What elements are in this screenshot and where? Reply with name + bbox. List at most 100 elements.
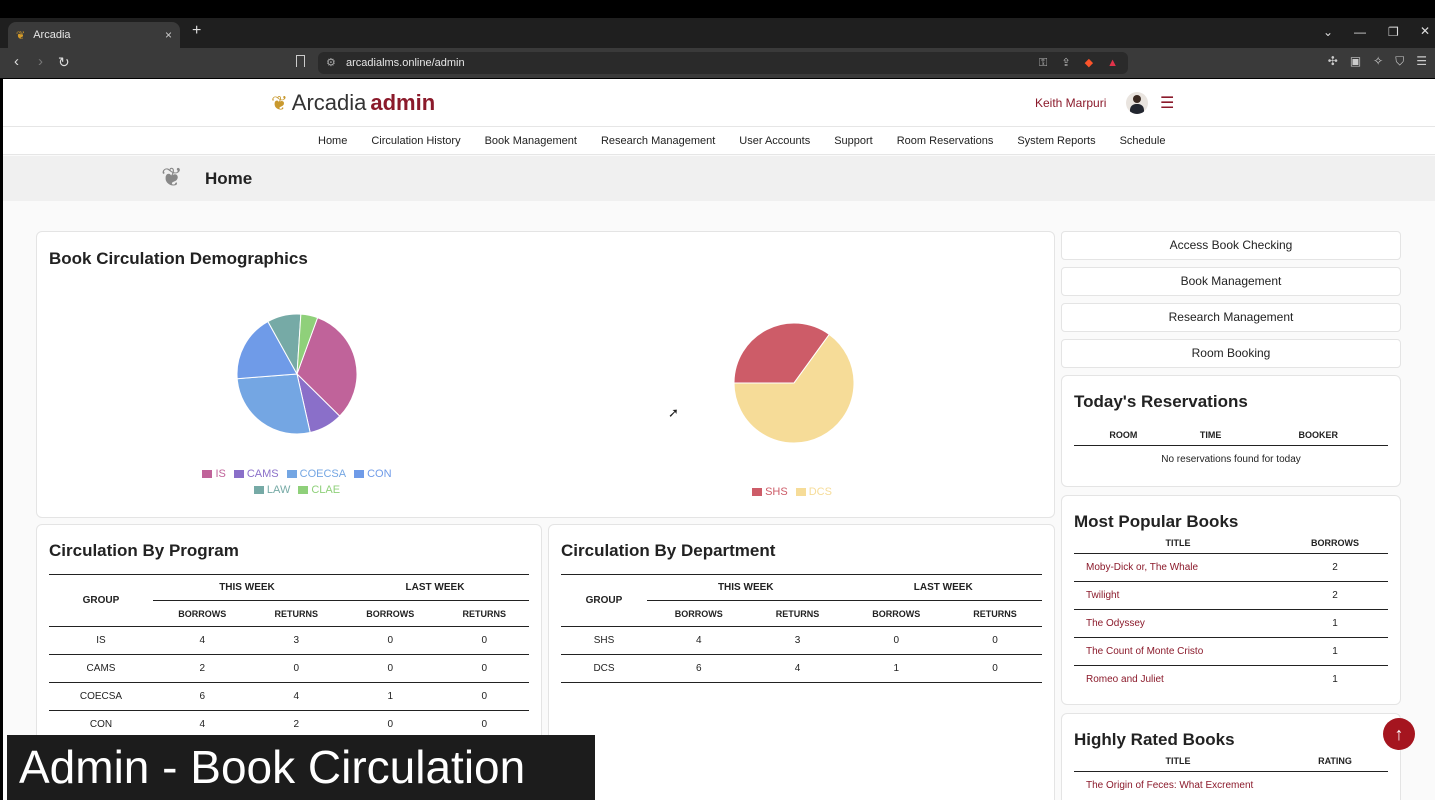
book-link[interactable]: The Origin of Feces: What Excrement: [1086, 780, 1254, 792]
table-row: Moby-Dick or, The Whale 2: [1074, 553, 1388, 582]
nav-user-accounts[interactable]: User Accounts: [739, 135, 811, 147]
new-tab-icon[interactable]: +: [192, 22, 202, 39]
mouse-cursor-icon: ➚: [668, 405, 679, 420]
video-caption: Admin - Book Circulation: [7, 735, 595, 800]
legend-label: IS: [215, 468, 226, 480]
brave-shield-icon[interactable]: ◆: [1084, 57, 1094, 69]
cell: SHS: [561, 626, 647, 655]
legend-label: SHS: [765, 486, 788, 498]
legend-item-shs[interactable]: SHS: [752, 486, 788, 498]
nav-system-reports[interactable]: System Reports: [1017, 135, 1096, 147]
restore-icon[interactable]: ❐: [1388, 25, 1399, 39]
cell: 0: [948, 626, 1042, 655]
legend-swatch: [253, 486, 264, 494]
legend-item-dcs[interactable]: DCS: [795, 486, 832, 498]
page-title-bar: ❦ Home: [3, 156, 1435, 201]
pie-slice-is[interactable]: [296, 316, 358, 417]
rated-books-table: TITLE RATING The Origin of Feces: What E…: [1074, 756, 1388, 800]
legend-item-law[interactable]: LAW: [253, 484, 290, 496]
pie-slice-dcs[interactable]: [733, 333, 855, 444]
tab-search-icon[interactable]: ⌄: [1323, 25, 1334, 39]
browser-menu-icon[interactable]: ☰: [1416, 54, 1427, 68]
reload-icon[interactable]: ↻: [58, 54, 70, 70]
main-nav: Home Circulation History Book Management…: [3, 127, 1435, 155]
book-link[interactable]: The Odyssey: [1074, 609, 1282, 638]
user-name[interactable]: Keith Marpuri: [1035, 96, 1107, 110]
hamburger-menu-icon[interactable]: ☰: [1160, 95, 1175, 112]
rating-header: RATING: [1282, 756, 1388, 772]
pie-slice-shs[interactable]: [733, 322, 830, 384]
address-bar[interactable]: ⚙ arcadialms.online/admin ⚿ ⇪ ◆ ▲: [318, 52, 1128, 74]
vpn-icon[interactable]: ⛉: [1395, 54, 1405, 68]
book-link[interactable]: Twilight: [1074, 581, 1282, 610]
scroll-to-top-button[interactable]: ↑: [1383, 718, 1415, 750]
nav-home[interactable]: Home: [318, 135, 348, 147]
minimize-icon[interactable]: —: [1354, 25, 1366, 39]
nav-schedule[interactable]: Schedule: [1119, 135, 1166, 147]
share-icon[interactable]: ⇪: [1061, 57, 1071, 69]
browser-tab[interactable]: ❦ Arcadia ×: [8, 22, 180, 48]
legend-item-clae[interactable]: CLAE: [298, 484, 340, 496]
url-text: arcadialms.online/admin: [346, 57, 465, 69]
popular-books-title: Most Popular Books: [1074, 512, 1239, 531]
cell: 0: [844, 626, 949, 655]
cell: CAMS: [49, 654, 153, 683]
cell: 3: [750, 626, 845, 655]
rated-books-card: Highly Rated Books TITLE RATING The Orig…: [1061, 713, 1401, 800]
cell: 1: [1332, 674, 1338, 686]
nav-book-management[interactable]: Book Management: [484, 135, 577, 147]
screen-top-strip: [0, 0, 1435, 18]
extensions-icon[interactable]: ✣: [1327, 54, 1338, 68]
research-management-button[interactable]: Research Management: [1061, 303, 1401, 332]
legend-label: CLAE: [311, 484, 341, 496]
legend-item-cams[interactable]: CAMS: [233, 468, 279, 480]
returns-header: RETURNS: [251, 600, 341, 627]
cell: 1: [1282, 637, 1388, 666]
cell: 0: [439, 710, 529, 739]
cell: 1: [844, 654, 949, 683]
access-book-checking-button[interactable]: Access Book Checking: [1061, 231, 1401, 260]
table-row: DCS 6 4 1 0: [561, 654, 1042, 683]
tab-close-icon[interactable]: ×: [164, 28, 172, 42]
brand-name: Arcadia: [291, 90, 367, 115]
this-week-header: THIS WEEK: [647, 574, 845, 601]
book-link[interactable]: Romeo and Juliet: [1086, 674, 1164, 686]
borrows-header: BORROWS: [844, 600, 949, 627]
borrows-header: BORROWS: [1282, 538, 1388, 554]
legend-item-con[interactable]: CON: [354, 468, 392, 480]
back-icon[interactable]: ‹: [14, 53, 19, 70]
page: ❦ Arcadia admin Keith Marpuri ☰ Home Cir…: [3, 79, 1435, 800]
nav-research-management[interactable]: Research Management: [600, 135, 716, 147]
book-management-button[interactable]: Book Management: [1061, 267, 1401, 296]
legend-item-is[interactable]: IS: [202, 468, 226, 480]
bookmark-icon[interactable]: [296, 55, 305, 67]
cell: 4: [153, 710, 252, 739]
book-link[interactable]: The Count of Monte Cristo: [1074, 637, 1282, 666]
pie-slice-con[interactable]: [236, 320, 298, 380]
cell: DCS: [561, 654, 647, 683]
popular-books-table: TITLE BORROWS Moby-Dick or, The Whale 2 T…: [1074, 538, 1388, 694]
pie-slice-clae[interactable]: [296, 313, 319, 375]
key-icon[interactable]: ⚿: [1039, 57, 1048, 69]
brand-suffix: admin: [370, 90, 436, 115]
legend-item-coecsa[interactable]: COECSA: [286, 468, 346, 480]
nav-room-reservations[interactable]: Room Reservations: [896, 135, 994, 147]
window-close-icon[interactable]: ✕: [1420, 24, 1431, 38]
room-booking-button[interactable]: Room Booking: [1061, 339, 1401, 368]
nav-circulation-history[interactable]: Circulation History: [371, 135, 461, 147]
sidebar-icon[interactable]: ▣: [1349, 54, 1362, 68]
brave-rewards-icon[interactable]: ▲: [1107, 57, 1118, 69]
program-title: Circulation By Program: [49, 541, 239, 560]
pie-slice-coecsa[interactable]: [236, 373, 311, 435]
leo-ai-icon[interactable]: ✧: [1373, 54, 1384, 68]
avatar[interactable]: [1126, 92, 1148, 114]
forward-icon[interactable]: ›: [38, 53, 43, 70]
nav-support[interactable]: Support: [834, 135, 873, 147]
book-link[interactable]: Moby-Dick or, The Whale: [1074, 553, 1282, 582]
cell: COECSA: [49, 682, 153, 711]
site-logo[interactable]: ❦ Arcadia admin: [271, 90, 435, 116]
cell: 2: [1282, 553, 1388, 582]
empty-message: No reservations found for today: [1161, 454, 1301, 466]
site-settings-icon[interactable]: ⚙: [326, 57, 336, 69]
group-header: GROUP: [561, 574, 647, 627]
